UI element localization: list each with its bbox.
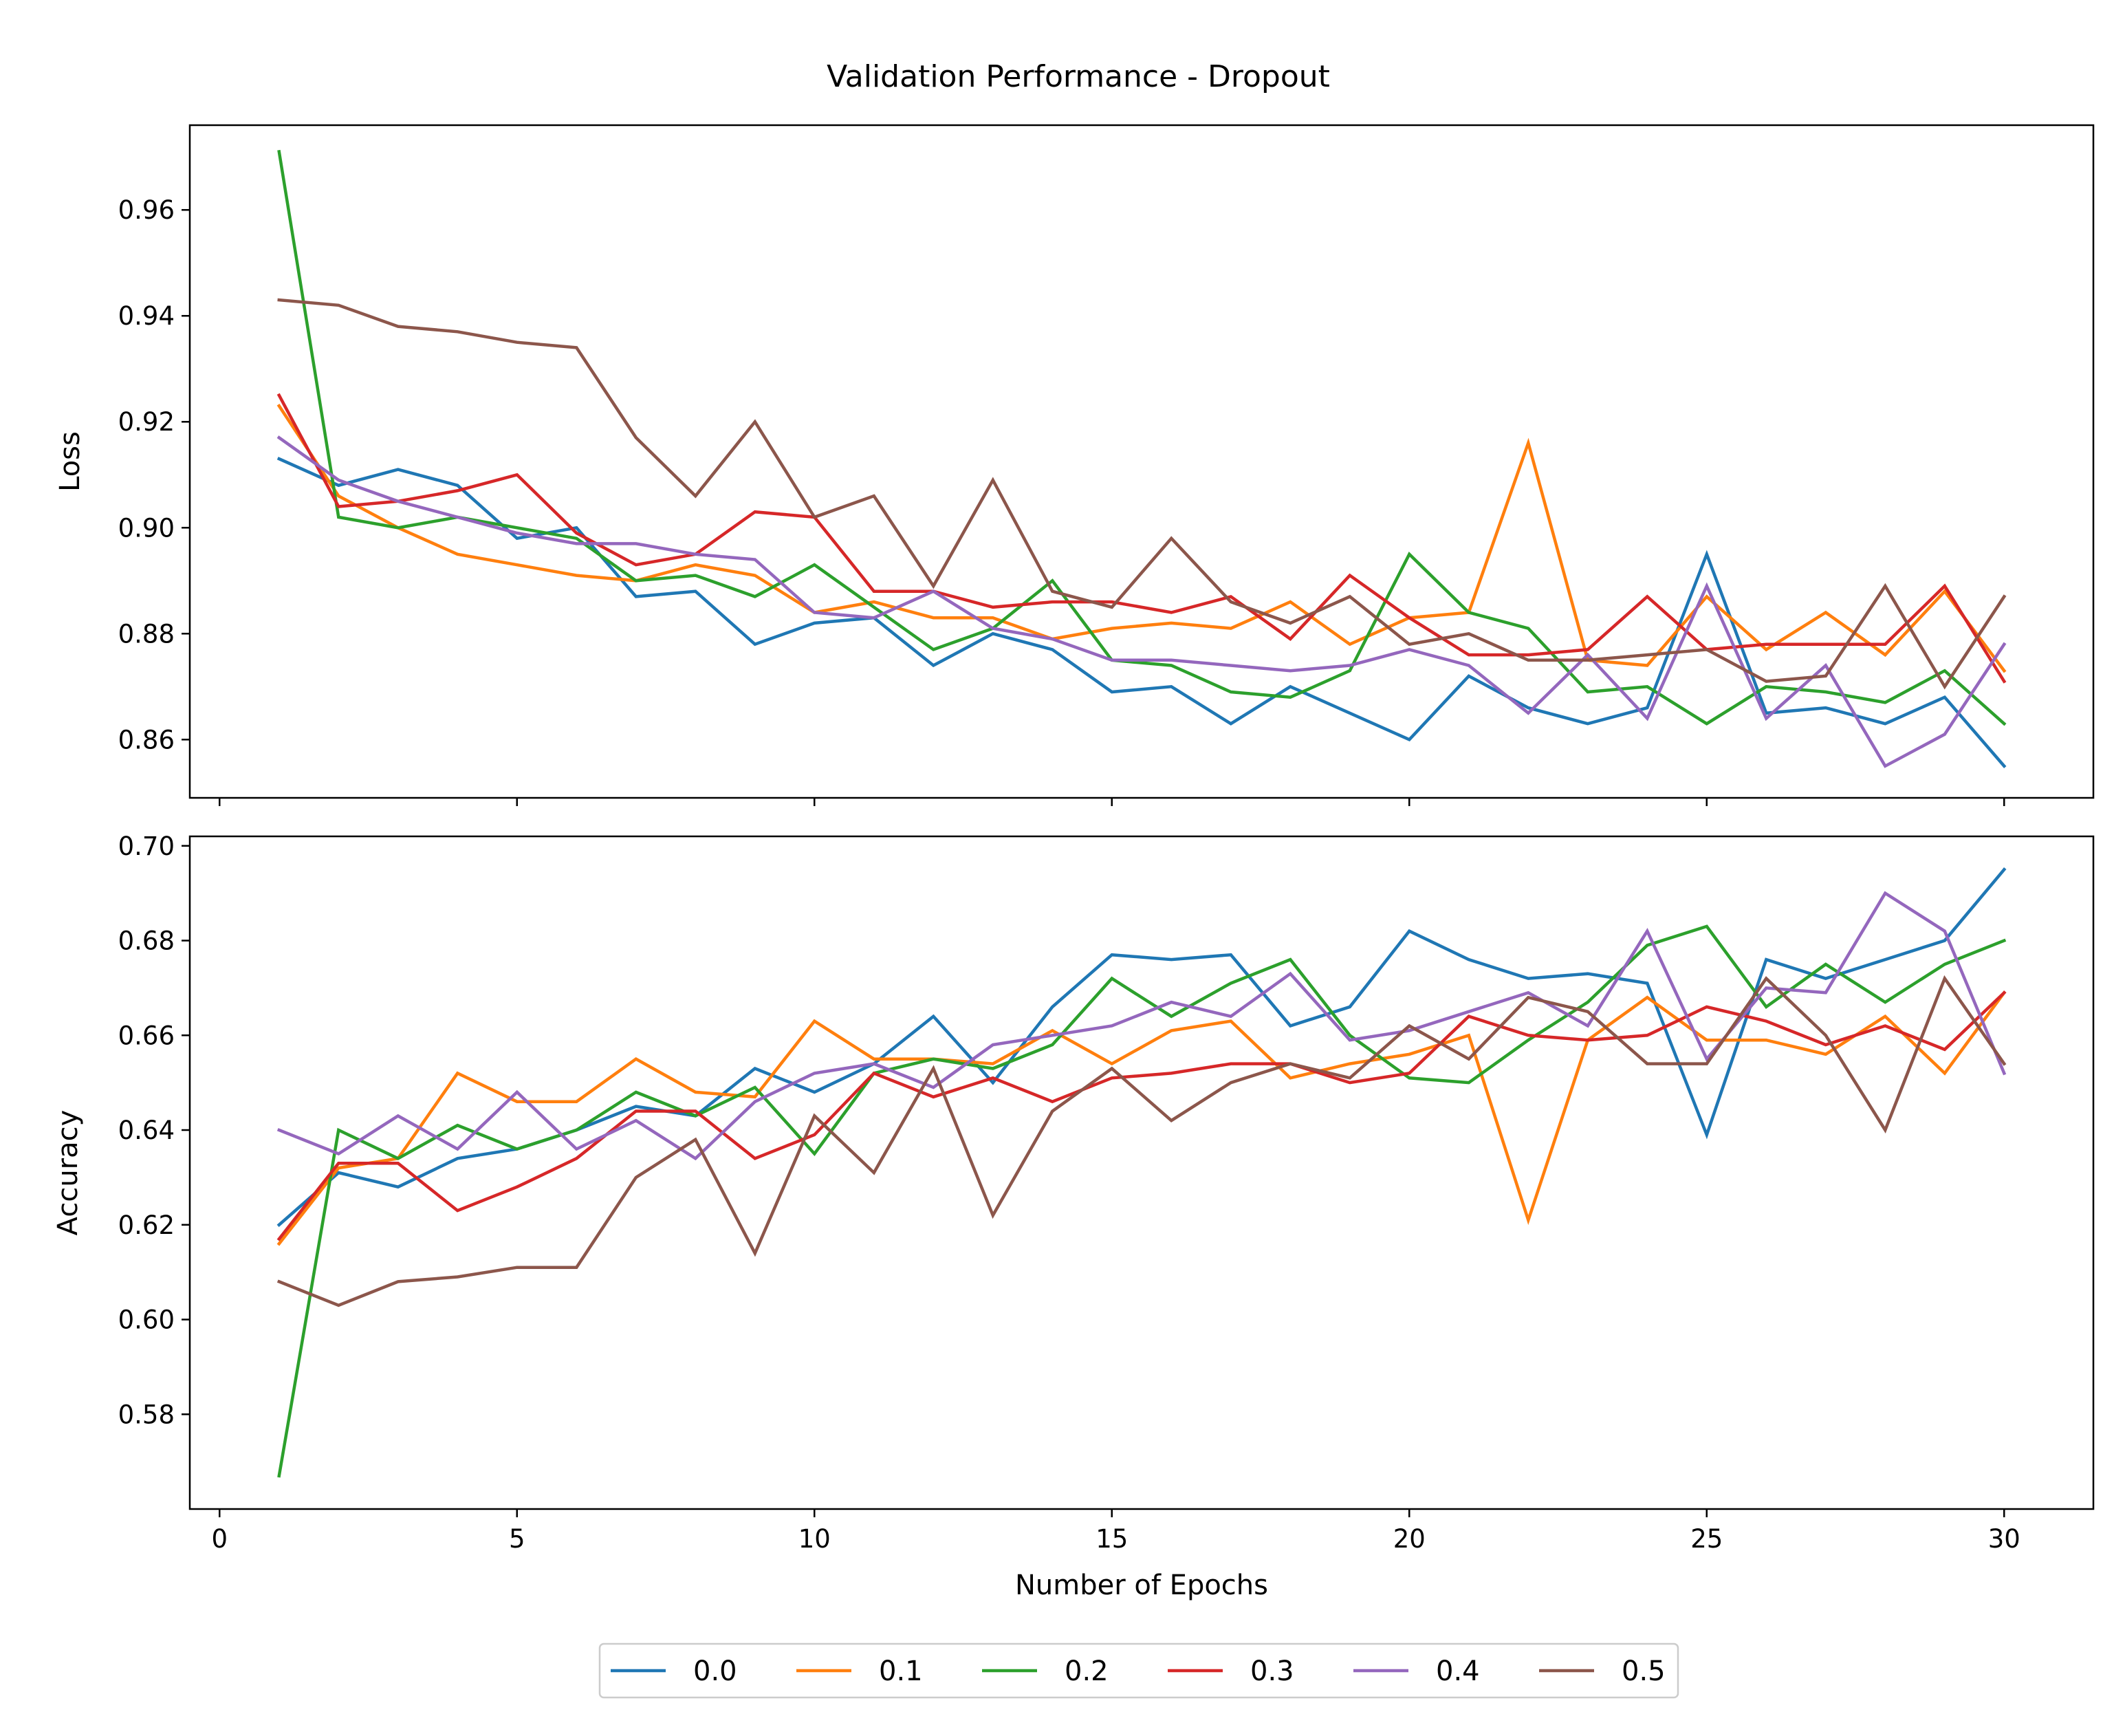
series-line-0.3 <box>276 990 2007 1241</box>
y-tick-label: 0.66 <box>118 1021 175 1050</box>
x-tick-label: 5 <box>509 1524 525 1554</box>
y-axis-label: Loss <box>54 431 86 492</box>
y-tick-label: 0.92 <box>118 407 175 437</box>
series-line-0.5 <box>277 298 2007 690</box>
panel-accuracy: 0.58 0.60 0.62 0.64 0.66 0.68 0.70 Accuracy 0 5 10… <box>52 832 2095 1554</box>
y-tick-label: 0.64 <box>118 1116 175 1145</box>
legend-box <box>598 1642 1679 1699</box>
y-tick-label: 0.60 <box>118 1305 175 1335</box>
x-tick-label: 20 <box>1393 1524 1426 1554</box>
y-tick-label: 0.88 <box>118 619 175 649</box>
series-line-0.1 <box>276 990 2007 1246</box>
legend-label-0.2: 0.2 <box>1065 1656 1109 1687</box>
x-tick-label: 25 <box>1690 1524 1723 1554</box>
series-line-0.4 <box>276 435 2007 768</box>
y-tick-label: 0.58 <box>118 1400 175 1429</box>
series-line-0.5 <box>276 975 2007 1308</box>
y-tick-label: 0.86 <box>118 725 175 755</box>
legend: 0.0 0.1 0.2 0.3 0.4 0.5 <box>598 1642 1679 1699</box>
panel-loss: 0.86 0.88 0.90 0.92 0.94 0.96 Loss <box>54 124 2095 806</box>
legend-label-0.3: 0.3 <box>1250 1656 1294 1687</box>
y-tick-label: 0.96 <box>118 195 175 225</box>
legend-label-0.1: 0.1 <box>879 1656 923 1687</box>
series-line-0.2 <box>277 149 2007 726</box>
series-line-0.2 <box>277 924 2007 1478</box>
chart-title: Validation Performance - Dropout <box>827 59 1330 94</box>
x-tick-label: 15 <box>1096 1524 1128 1554</box>
series-line-0.0 <box>276 457 2007 768</box>
y-tick-label: 0.90 <box>118 513 175 543</box>
series-lines <box>276 867 2007 1478</box>
x-tick-label: 30 <box>1988 1524 2020 1554</box>
x-axis-label: Number of Epochs <box>1015 1570 1268 1601</box>
y-tick-label: 0.62 <box>118 1211 175 1240</box>
y-axis-label: Accuracy <box>52 1110 84 1236</box>
y-tick-label: 0.70 <box>118 832 175 861</box>
y-tick-label: 0.68 <box>118 926 175 956</box>
panels-group: 0.86 0.88 0.90 0.92 0.94 0.96 Loss 0.58 0.60 0.62… <box>52 124 2095 1554</box>
series-lines <box>276 149 2007 768</box>
x-tick-label: 0 <box>211 1524 228 1554</box>
x-tick-label: 10 <box>798 1524 831 1554</box>
series-line-0.3 <box>276 393 2007 684</box>
legend-label-0.4: 0.4 <box>1436 1656 1480 1687</box>
y-tick-label: 0.94 <box>118 301 175 331</box>
legend-label-0.0: 0.0 <box>693 1656 737 1687</box>
plot-frame <box>188 835 2095 1510</box>
plot-frame <box>188 124 2095 799</box>
legend-label-0.5: 0.5 <box>1622 1656 1666 1687</box>
